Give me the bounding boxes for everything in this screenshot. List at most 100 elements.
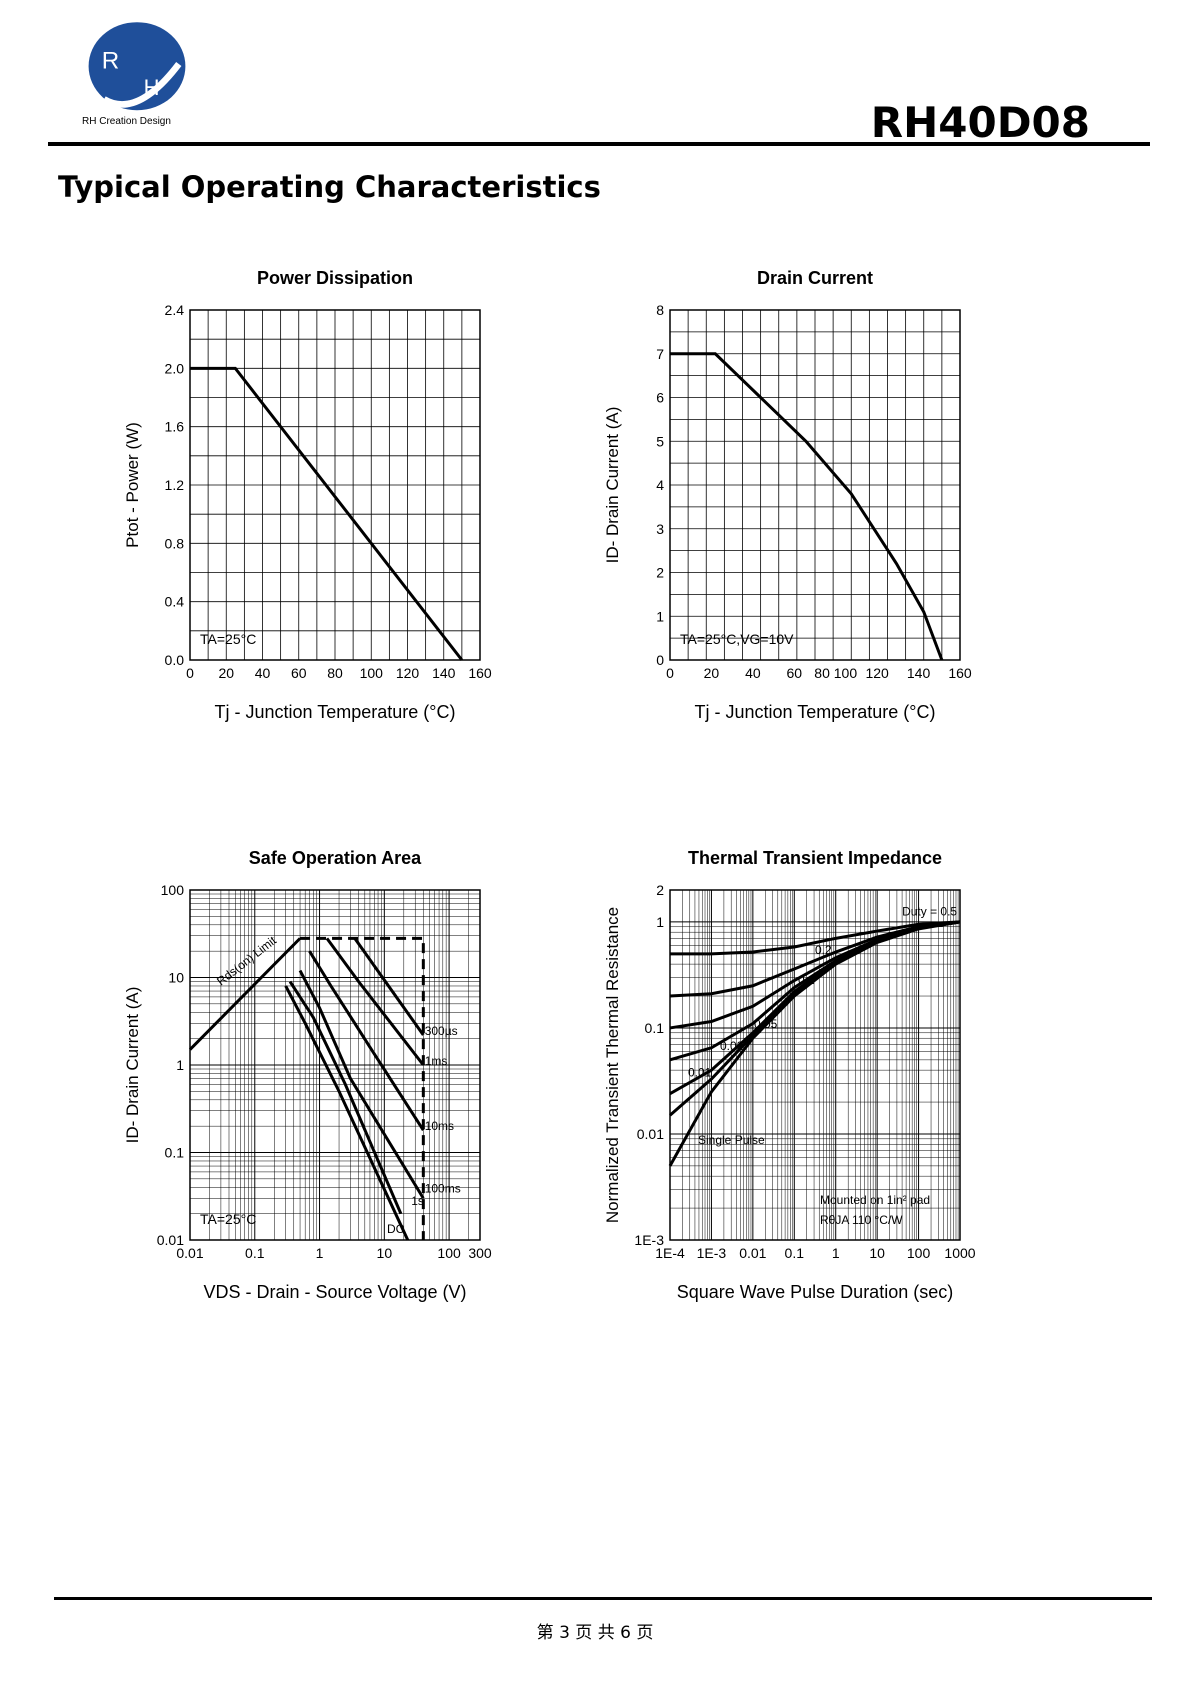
chart-power-dissipation: Power Dissipation 0 20 40 60 80 100 120 140 160 0.… bbox=[100, 268, 640, 790]
y-tick-label: 100 bbox=[161, 882, 185, 898]
x-tick-label: 160 bbox=[948, 665, 972, 681]
chart-annotation: TA=25°C bbox=[200, 1211, 256, 1227]
curve-label: 0.1 bbox=[798, 973, 815, 987]
x-tick-label: 80 100 bbox=[814, 665, 857, 681]
series-line bbox=[188, 937, 302, 1051]
y-tick-label: 6 bbox=[656, 390, 664, 406]
y-tick-label: 2 bbox=[656, 882, 664, 898]
page-number: 第 3 页 共 6 页 bbox=[536, 1623, 654, 1643]
y-tick-label: 7 bbox=[656, 346, 664, 362]
x-tick-label: 120 bbox=[396, 665, 420, 681]
curve-label: 1s bbox=[411, 1194, 424, 1208]
series-line bbox=[190, 366, 464, 661]
y-tick-label: 0.8 bbox=[165, 535, 185, 551]
plot-frame bbox=[189, 889, 481, 1241]
y-tick-label: 1E-3 bbox=[634, 1232, 664, 1248]
series-line bbox=[288, 980, 403, 1215]
chart-title: Thermal Transient Impedance bbox=[688, 848, 942, 868]
x-tick-label: 0 bbox=[666, 665, 674, 681]
y-tick-label: 4 bbox=[656, 477, 664, 493]
x-tick-label: 0.1 bbox=[245, 1245, 265, 1261]
x-tick-label: 0 bbox=[186, 665, 194, 681]
x-tick-label: 0.01 bbox=[739, 1245, 766, 1261]
x-axis-label: Square Wave Pulse Duration (sec) bbox=[677, 1282, 953, 1302]
series-line bbox=[353, 937, 425, 1036]
x-axis-label: Tj - Junction Temperature (°C) bbox=[215, 702, 456, 722]
footer-divider bbox=[54, 1597, 1152, 1600]
y-tick-label: 1 bbox=[656, 608, 664, 624]
x-tick-label: 20 bbox=[218, 665, 234, 681]
series-line bbox=[298, 969, 425, 1200]
series-line bbox=[670, 920, 961, 956]
x-tick-label: 140 bbox=[432, 665, 456, 681]
section-title: Typical Operating Characteristics bbox=[58, 170, 601, 204]
y-tick-label: 0.1 bbox=[165, 1145, 185, 1161]
x-axis-label: Tj - Junction Temperature (°C) bbox=[695, 702, 936, 722]
x-tick-label: 1 bbox=[316, 1245, 324, 1261]
curve-label: Duty = 0.5 bbox=[902, 904, 957, 918]
x-tick-label: 100 bbox=[360, 665, 384, 681]
y-axis-label: Ptot - Power (W) bbox=[123, 422, 142, 548]
chart-thermal-impedance: Thermal Transient Impedance 1E-4 1E-3 0.01 0… bbox=[580, 848, 1120, 1370]
y-tick-label: 5 bbox=[656, 433, 664, 449]
y-tick-label: 1.6 bbox=[165, 419, 185, 435]
plot-frame bbox=[669, 309, 961, 661]
chart-title: Drain Current bbox=[757, 268, 873, 288]
chart-annotation: TA=25°C bbox=[200, 631, 256, 647]
series-line bbox=[325, 937, 425, 1066]
curve-label: 0.02 bbox=[720, 1039, 744, 1053]
series-line bbox=[284, 985, 410, 1241]
y-tick-label: 1 bbox=[656, 914, 664, 930]
chart-drain-current: Drain Current 0 20 40 60 80 100 120 140 160 0 1 2 3 4… bbox=[580, 268, 1120, 790]
y-tick-label: 3 bbox=[656, 521, 664, 537]
plot-frame bbox=[669, 889, 961, 1241]
series-line bbox=[670, 352, 944, 661]
y-tick-label: 0.0 bbox=[165, 652, 185, 668]
x-tick-label: 40 bbox=[255, 665, 271, 681]
series-line bbox=[308, 950, 425, 1131]
x-tick-label: 0.1 bbox=[785, 1245, 805, 1261]
plot-frame bbox=[189, 309, 481, 661]
y-tick-label: 0.1 bbox=[645, 1020, 665, 1036]
curve-label: DC bbox=[387, 1222, 405, 1236]
y-tick-label: 0 bbox=[656, 652, 664, 668]
y-tick-label: 8 bbox=[656, 302, 664, 318]
header-divider bbox=[48, 142, 1150, 146]
y-tick-label: 1.2 bbox=[165, 477, 185, 493]
y-tick-label: 0.01 bbox=[157, 1232, 184, 1248]
curve-label: 300µs bbox=[425, 1024, 458, 1038]
svg-text:H: H bbox=[144, 75, 160, 100]
x-tick-label: 1E-3 bbox=[697, 1245, 727, 1261]
x-tick-label: 1 bbox=[832, 1245, 840, 1261]
x-tick-label: 10 bbox=[377, 1245, 393, 1261]
chart-title: Safe Operation Area bbox=[249, 848, 422, 868]
chart-annotation: Mounted on 1in² pad bbox=[820, 1193, 930, 1207]
x-tick-label: 160 bbox=[468, 665, 492, 681]
curve-label: 1ms bbox=[425, 1054, 448, 1068]
x-tick-label: 1000 bbox=[944, 1245, 975, 1261]
curve-label: 0.01 bbox=[688, 1065, 712, 1079]
x-tick-label: 10 bbox=[869, 1245, 885, 1261]
y-axis-label: ID- Drain Current (A) bbox=[123, 987, 142, 1144]
svg-text:R: R bbox=[102, 47, 119, 74]
brand-text: RH Creation Design bbox=[82, 116, 171, 127]
x-tick-label: 80 bbox=[327, 665, 343, 681]
y-tick-label: 2.4 bbox=[165, 302, 185, 318]
x-tick-label: 300 bbox=[468, 1245, 492, 1261]
series-line bbox=[300, 936, 425, 1240]
curve-label: 0.05 bbox=[754, 1017, 778, 1031]
y-tick-label: 2 bbox=[656, 565, 664, 581]
x-tick-label: 1E-4 bbox=[655, 1245, 685, 1261]
y-axis-label: Normalized Transient Thermal Resistance bbox=[603, 907, 622, 1223]
y-tick-label: 0.4 bbox=[165, 594, 185, 610]
y-tick-label: 10 bbox=[168, 970, 184, 986]
series-line bbox=[668, 920, 961, 1167]
x-tick-label: 100 bbox=[907, 1245, 931, 1261]
chart-safe-operation-area: Safe Operation Area 0.01 0.1 1 10 100 300 0.01 0… bbox=[100, 848, 640, 1370]
curve-label: 0.2 bbox=[815, 943, 832, 957]
x-tick-label: 40 bbox=[745, 665, 761, 681]
x-axis-label: VDS - Drain - Source Voltage (V) bbox=[203, 1282, 466, 1302]
chart-annotation: TA=25°C,VG=10V bbox=[680, 631, 794, 647]
y-tick-label: 0.01 bbox=[637, 1126, 664, 1142]
chart-title: Power Dissipation bbox=[257, 268, 413, 288]
